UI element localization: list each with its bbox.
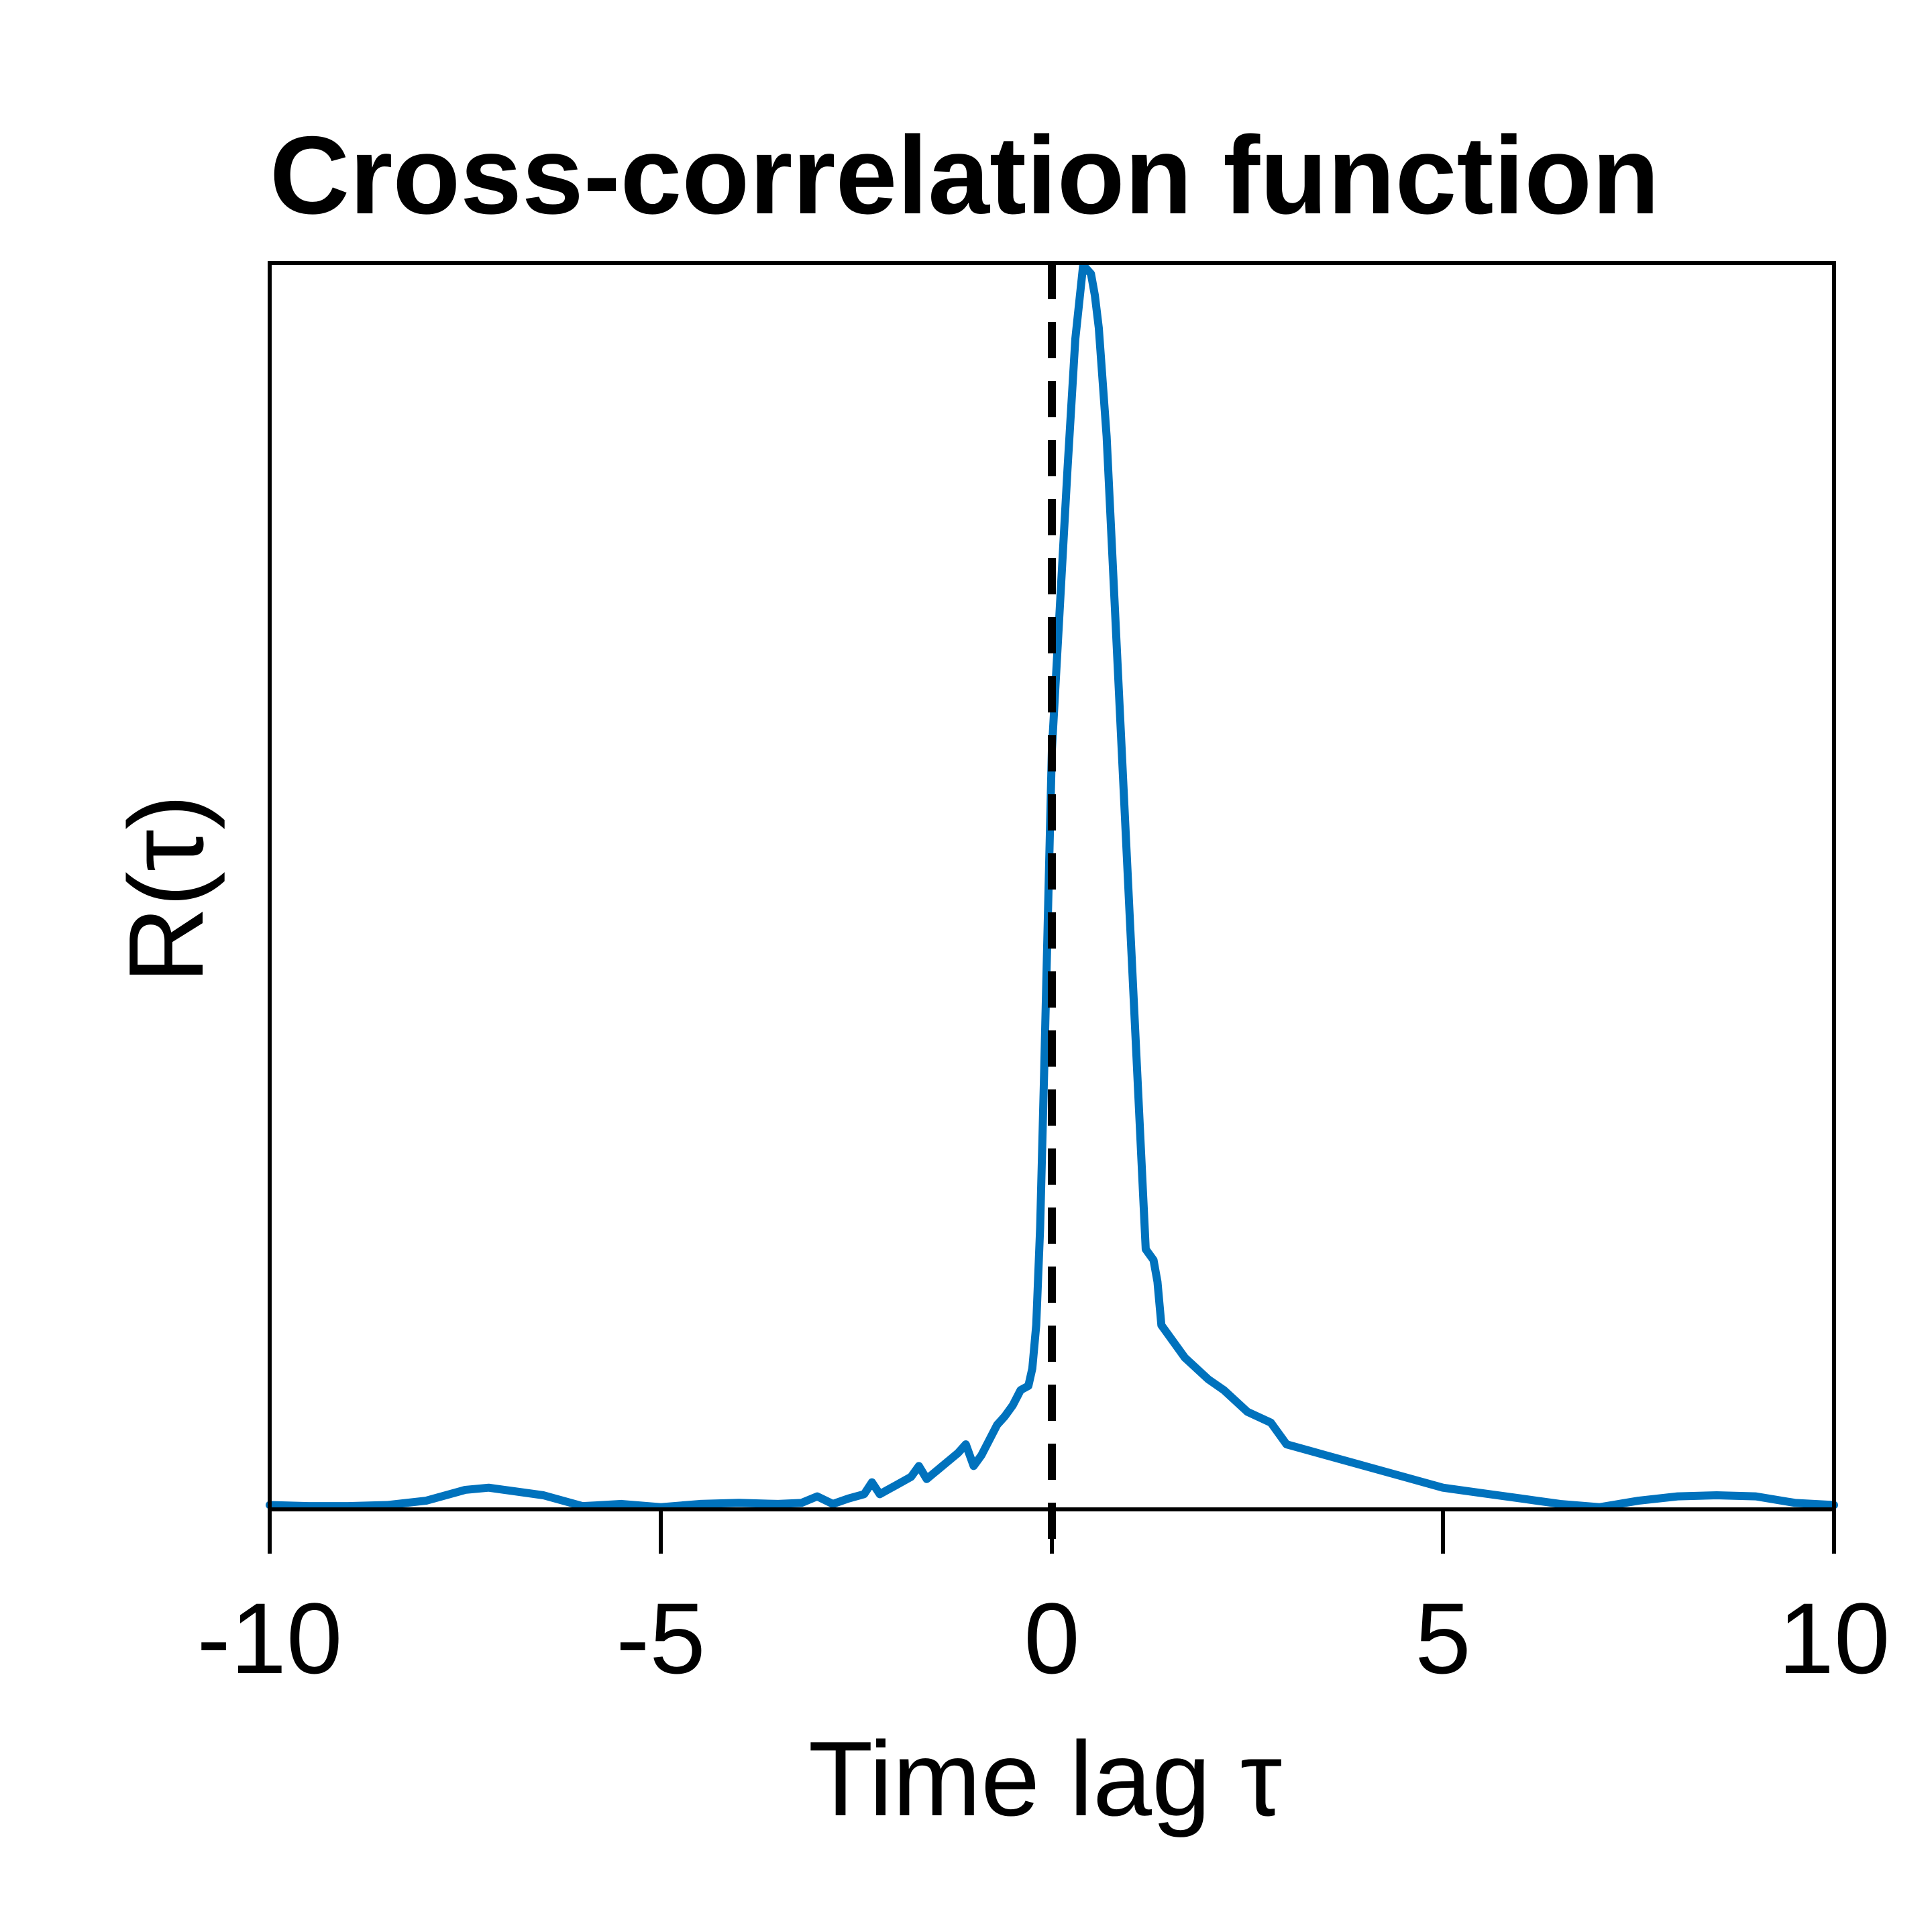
x-tick-label: 0: [1024, 1582, 1079, 1695]
x-tick-label: -10: [197, 1582, 343, 1695]
series-line-0: [266, 261, 1838, 1511]
x-axis-ticks: -10 -5 0 5 10: [197, 1509, 1890, 1695]
x-tick-label: 5: [1415, 1582, 1470, 1695]
chart-title: Cross-correlation function: [270, 113, 1660, 237]
x-tick-label: 10: [1778, 1582, 1890, 1695]
y-axis-label: R(τ): [107, 794, 225, 983]
x-tick-label: -5: [616, 1582, 705, 1695]
x-axis-label: Time lag τ: [808, 1720, 1282, 1838]
